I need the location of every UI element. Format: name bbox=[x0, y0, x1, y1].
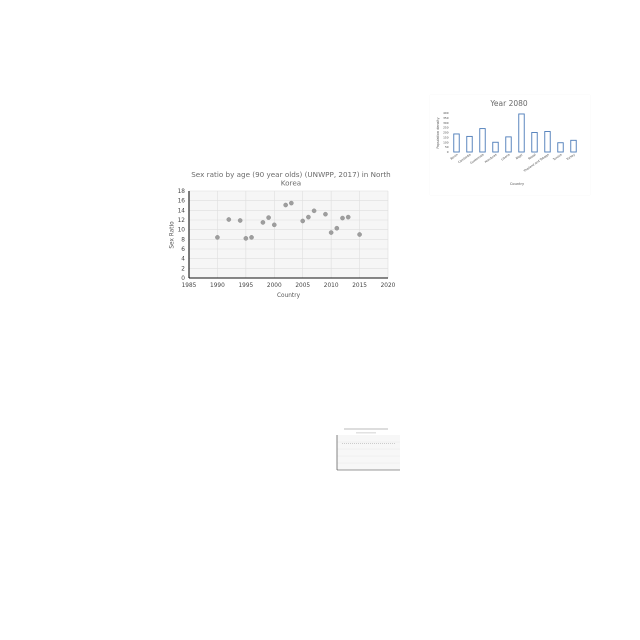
bar bbox=[570, 139, 577, 153]
bar-y-tick-label: 100 bbox=[443, 140, 449, 144]
data-point bbox=[260, 220, 266, 225]
data-point bbox=[340, 215, 345, 221]
bar-chart-title: Year 2080 bbox=[489, 99, 528, 108]
x-tick-label: 1995 bbox=[238, 283, 253, 289]
chart-points bbox=[215, 200, 362, 241]
scatter-chart: Sex ratio by age (90 year olds) (UNWPP, … bbox=[160, 166, 400, 308]
data-point bbox=[271, 222, 277, 228]
bar-y-tick-label: 400 bbox=[443, 111, 449, 115]
x-tick-label: 2010 bbox=[324, 283, 339, 289]
data-point bbox=[283, 202, 288, 208]
bar bbox=[466, 135, 473, 153]
data-point bbox=[311, 208, 317, 214]
y-tick-label: 2 bbox=[181, 266, 185, 272]
data-point bbox=[345, 214, 351, 220]
chart-title-line-2: Korea bbox=[281, 179, 301, 188]
bar-category-label: Niger bbox=[515, 152, 524, 160]
y-axis-label: Sex Ratio bbox=[170, 221, 176, 249]
data-point bbox=[334, 225, 340, 231]
data-point bbox=[357, 232, 362, 237]
bar-chart: Year 2080 0 50 100 150 200 250 300 350 400 Benin… bbox=[430, 95, 590, 195]
x-tick-label: 1990 bbox=[210, 283, 225, 289]
mini-line-chart bbox=[330, 425, 402, 480]
bar-y-tick-label: 300 bbox=[443, 121, 449, 125]
bar bbox=[518, 113, 525, 153]
bar-y-tick-label: 200 bbox=[443, 131, 449, 135]
data-point bbox=[300, 218, 306, 224]
chart-axes bbox=[188, 191, 388, 279]
y-tick-label: 8 bbox=[181, 237, 185, 243]
mini-chart-title-placeholder bbox=[344, 428, 388, 430]
chart-tick-labels: 0 2 4 6 8 10 12 14 16 18 1985 1990 1995 2000 2005 2010 2… bbox=[178, 189, 396, 289]
x-tick-label: 2015 bbox=[352, 283, 367, 289]
bar-y-tick-label: 0 bbox=[447, 150, 449, 154]
data-point bbox=[243, 236, 249, 241]
data-point bbox=[266, 215, 271, 220]
bar-y-tick-label: 350 bbox=[443, 116, 449, 120]
y-tick-label: 0 bbox=[181, 276, 185, 282]
data-point bbox=[237, 218, 243, 223]
bar bbox=[531, 132, 538, 153]
mini-chart-gridlines bbox=[337, 435, 400, 470]
bar bbox=[453, 133, 460, 153]
scatter-chart-svg: Sex ratio by age (90 year olds) (UNWPP, … bbox=[170, 170, 396, 299]
y-tick-label: 16 bbox=[178, 199, 186, 205]
mini-plot-area bbox=[337, 435, 400, 470]
y-tick-label: 18 bbox=[178, 189, 186, 195]
bar bbox=[492, 141, 499, 153]
data-point bbox=[215, 235, 220, 240]
chart-gridlines bbox=[188, 190, 389, 279]
bar-chart-y-axis-label: Population density bbox=[436, 117, 440, 148]
data-point bbox=[323, 211, 328, 217]
y-tick-label: 10 bbox=[178, 228, 186, 234]
y-tick-label: 14 bbox=[178, 208, 186, 214]
bar bbox=[505, 136, 512, 153]
bar-y-tick-label: 250 bbox=[443, 126, 449, 130]
bar-category-label: Turkey bbox=[565, 152, 576, 161]
mini-chart-title-placeholder-2 bbox=[356, 432, 376, 434]
y-tick-label: 4 bbox=[181, 257, 185, 263]
data-point bbox=[226, 217, 232, 222]
bar-category-label: Benin bbox=[450, 152, 459, 160]
x-tick-label: 2020 bbox=[381, 283, 396, 289]
plot-area bbox=[189, 191, 388, 278]
bar-category-label: Nepal bbox=[527, 152, 536, 160]
bar-category-label: Honduras bbox=[484, 152, 498, 164]
bar-category-label: Liberia bbox=[500, 152, 511, 161]
bar bbox=[479, 128, 486, 153]
bar bbox=[544, 131, 551, 153]
bar-category-label: Tunisia bbox=[551, 152, 562, 162]
bar-y-tick-label: 150 bbox=[443, 135, 449, 139]
bar bbox=[557, 142, 564, 153]
bar-category-label: Cambodia bbox=[457, 152, 471, 164]
bar-category-label: Guatemala bbox=[469, 152, 485, 165]
y-tick-label: 6 bbox=[181, 247, 185, 253]
x-tick-label: 1985 bbox=[182, 283, 197, 289]
bar-y-tick-label: 50 bbox=[445, 145, 449, 149]
bar-chart-x-axis-label: Country bbox=[510, 182, 525, 186]
data-point bbox=[249, 235, 254, 240]
data-point bbox=[289, 200, 294, 206]
chart-title-line-1: Sex ratio by age (90 year olds) (UNWPP, … bbox=[191, 170, 390, 179]
mini-chart-svg bbox=[336, 428, 400, 471]
x-tick-label: 2000 bbox=[267, 283, 282, 289]
data-point bbox=[328, 230, 334, 235]
x-tick-label: 2005 bbox=[295, 283, 310, 289]
x-axis-label: Country bbox=[277, 293, 301, 299]
y-tick-label: 12 bbox=[178, 218, 186, 224]
data-point bbox=[306, 214, 311, 220]
bar-chart-bars bbox=[453, 113, 577, 153]
